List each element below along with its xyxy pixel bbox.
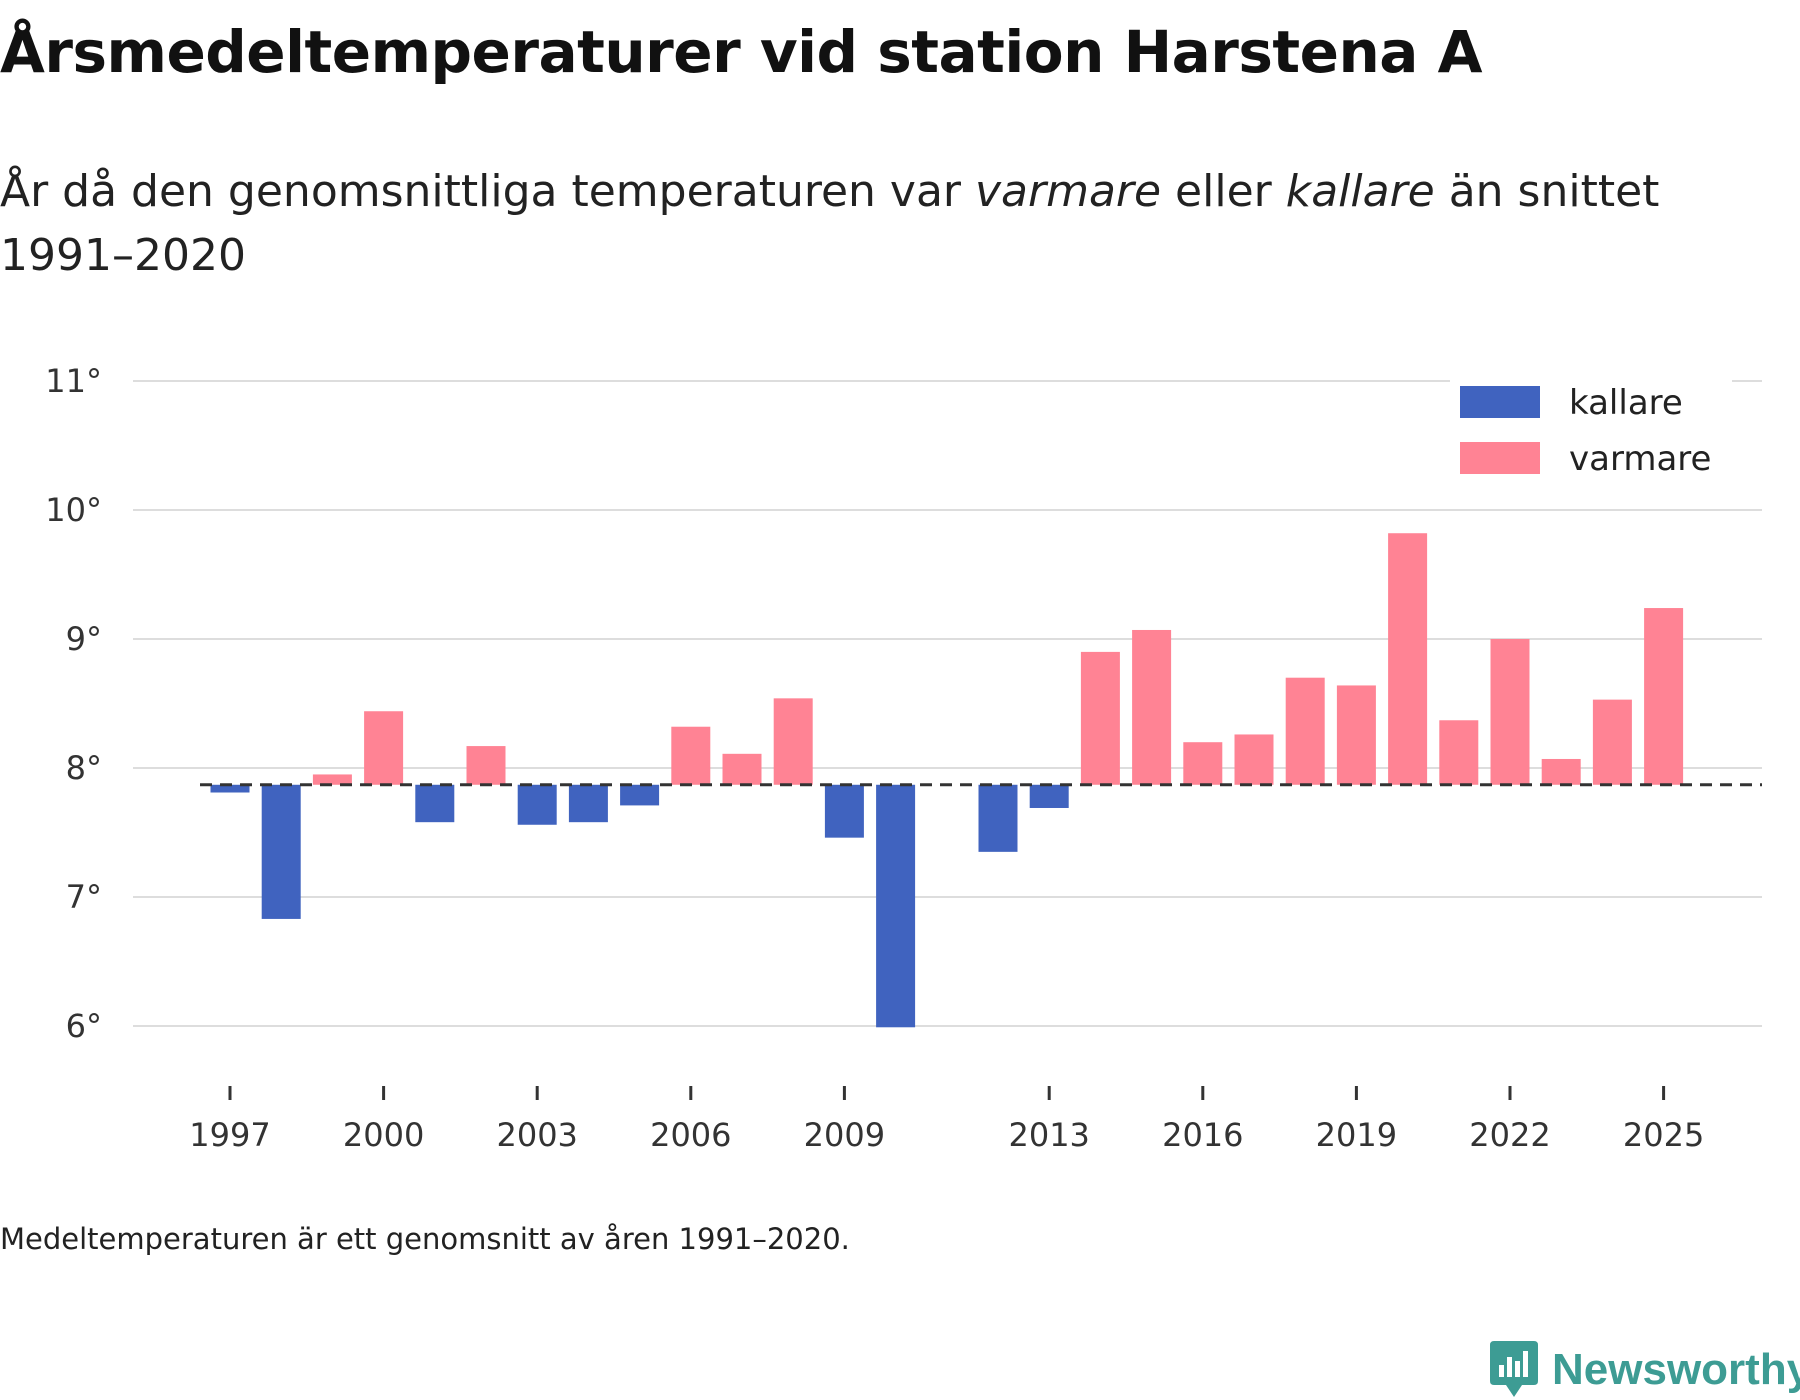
subtitle-before: År då den genomsnittliga temperaturen va… xyxy=(0,166,975,217)
bar-2008 xyxy=(773,698,813,785)
bar-2002 xyxy=(466,746,506,785)
bar-2024 xyxy=(1592,699,1632,785)
bar-2003 xyxy=(517,784,557,825)
bar-2013 xyxy=(1029,784,1069,808)
y-tick-label: 6° xyxy=(66,1007,102,1045)
x-tick-label: 2003 xyxy=(496,1116,577,1150)
chart-title: Årsmedeltemperaturer vid station Harsten… xyxy=(0,18,1482,86)
bar-2000 xyxy=(364,711,404,785)
bar-2005 xyxy=(620,784,660,806)
bar-2010 xyxy=(876,784,916,1028)
bar-2016 xyxy=(1183,742,1223,785)
bar-2004 xyxy=(568,784,608,823)
bar-2019 xyxy=(1336,685,1376,785)
legend-label-varmare: varmare xyxy=(1569,439,1711,479)
subtitle-after: än snittet 1991–2020 xyxy=(0,166,1660,281)
bar-chart: 6° 7° 8° 9° 10° 11° 1997 2000 2003 2006 2009 2013 2… xyxy=(45,362,1762,1150)
brand-logo: Newsworthy xyxy=(1490,1340,1800,1400)
y-axis-labels: 6° 7° 8° 9° 10° 11° xyxy=(45,362,102,1045)
bar-2025 xyxy=(1644,608,1684,785)
x-tick-label: 2016 xyxy=(1162,1116,1243,1150)
legend-label-kallare: kallare xyxy=(1569,383,1683,423)
subtitle-warm-word: varmare xyxy=(974,166,1162,217)
subtitle-middle: eller xyxy=(1161,166,1286,217)
bar-2009 xyxy=(824,784,864,838)
bar-2017 xyxy=(1234,734,1274,785)
chart-subtitle: År då den genomsnittliga temperaturen va… xyxy=(0,160,1700,288)
bar-2014 xyxy=(1080,651,1120,785)
x-tick-label: 2009 xyxy=(804,1116,885,1150)
bar-2018 xyxy=(1285,677,1325,785)
legend-swatch-varmare xyxy=(1460,442,1540,474)
bar-2021 xyxy=(1439,720,1479,785)
bar-2001 xyxy=(415,784,455,823)
y-tick-label: 10° xyxy=(45,491,102,529)
bars xyxy=(210,533,1684,1028)
bar-2023 xyxy=(1541,758,1581,785)
subtitle-cold-word: kallare xyxy=(1285,166,1435,217)
bar-2012 xyxy=(978,784,1018,852)
y-tick-label: 11° xyxy=(45,362,102,400)
bar-1998 xyxy=(261,784,301,919)
y-tick-label: 8° xyxy=(66,749,102,787)
y-tick-label: 7° xyxy=(66,878,102,916)
x-tick-label: 2013 xyxy=(1008,1116,1089,1150)
bar-2020 xyxy=(1388,533,1428,785)
footnote: Medeltemperaturen är ett genomsnitt av å… xyxy=(0,1222,850,1256)
bar-1997 xyxy=(210,784,250,793)
bar-1999 xyxy=(312,774,352,785)
x-axis: 1997 2000 2003 2006 2009 2013 2016 2019 2022 2025 xyxy=(189,1086,1704,1150)
bar-2015 xyxy=(1132,629,1172,785)
x-tick-label: 2022 xyxy=(1469,1116,1550,1150)
x-tick-label: 1997 xyxy=(189,1116,270,1150)
legend-swatch-kallare xyxy=(1460,386,1540,418)
bar-2007 xyxy=(722,753,762,785)
newsworthy-logo-icon xyxy=(1490,1341,1538,1397)
x-tick-label: 2000 xyxy=(343,1116,424,1150)
bar-2022 xyxy=(1490,639,1530,785)
x-tick-label: 2006 xyxy=(650,1116,731,1150)
legend: kallare varmare xyxy=(1450,378,1732,504)
y-tick-label: 9° xyxy=(66,620,102,658)
x-tick-label: 2019 xyxy=(1316,1116,1397,1150)
bar-2006 xyxy=(671,726,711,785)
brand-name: Newsworthy xyxy=(1552,1345,1800,1394)
x-tick-label: 2025 xyxy=(1623,1116,1704,1150)
